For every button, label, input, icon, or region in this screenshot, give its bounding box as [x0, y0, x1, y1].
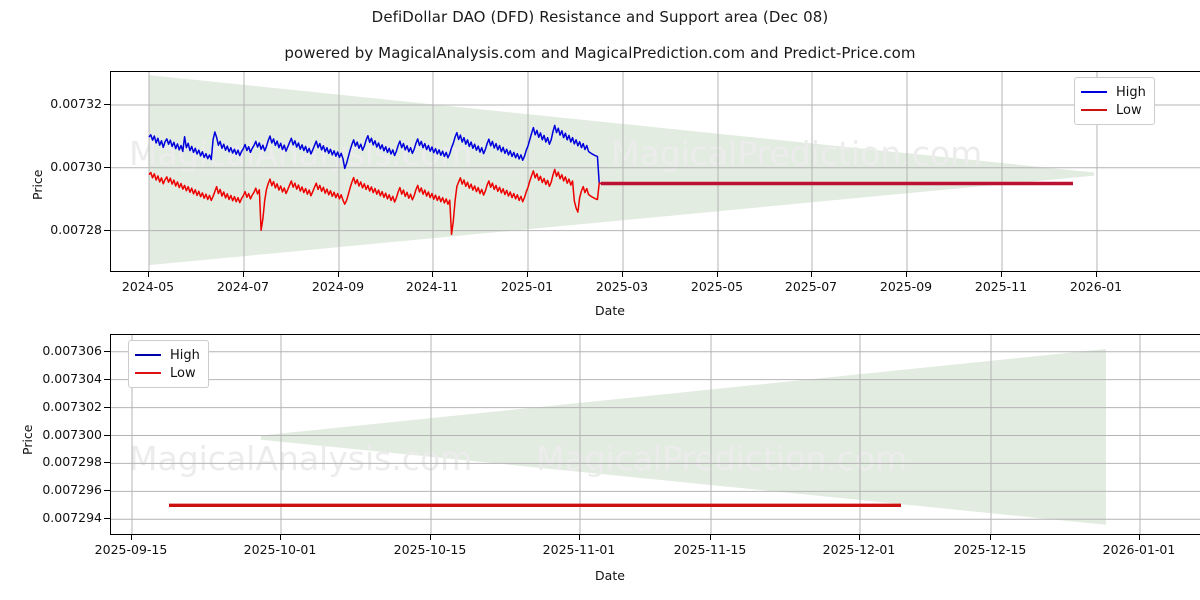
legend-item-low[interactable]: Low	[1081, 101, 1146, 119]
bottom-chart-y-tickmark	[104, 434, 110, 436]
bottom-chart-y-tickmark	[104, 462, 110, 464]
top-chart-x-tick: 2024-05	[121, 279, 175, 294]
top-chart-x-tickmark	[338, 272, 339, 277]
top-chart-x-tickmark	[148, 272, 149, 277]
top-chart-y-axis-label: Price	[30, 169, 45, 201]
top-chart-x-tick: 2025-05	[690, 279, 744, 294]
legend-swatch-low-icon	[135, 372, 161, 374]
top-chart-x-tick: 2025-09	[879, 279, 933, 294]
bottom-chart-x-tickmark	[430, 535, 431, 540]
top-chart-x-tick: 2025-11	[974, 279, 1028, 294]
top-chart-x-tickmark	[1001, 272, 1002, 277]
legend-swatch-high-icon	[135, 354, 161, 356]
bottom-chart-y-tick: 0.007296	[42, 482, 102, 498]
bottom-chart-x-tickmark	[579, 535, 580, 540]
svg-text:MagicalPrediction.com: MagicalPrediction.com	[536, 439, 907, 478]
legend-label-high: High	[1116, 84, 1146, 100]
bottom-chart-legend[interactable]: High Low	[128, 340, 209, 388]
top-chart-x-axis-label: Date	[595, 303, 625, 318]
top-chart-x-tick: 2024-07	[216, 279, 270, 294]
bottom-chart-x-tick: 2025-11-15	[673, 542, 747, 557]
bottom-chart-y-tick: 0.007306	[42, 342, 102, 358]
bottom-chart-x-tickmark	[710, 535, 711, 540]
top-chart-x-tick: 2025-03	[595, 279, 649, 294]
top-chart-x-tickmark	[717, 272, 718, 277]
top-chart-y-tick: 0.00730	[50, 158, 102, 174]
top-chart-y-tickmark	[104, 166, 110, 168]
bottom-chart-x-tickmark	[859, 535, 860, 540]
svg-text:MagicalAnalysis.com: MagicalAnalysis.com	[129, 134, 472, 173]
top-chart-x-tick: 2025-01	[500, 279, 554, 294]
top-chart-x-tick: 2024-11	[405, 279, 459, 294]
bottom-chart-x-tick: 2026-01-01	[1102, 542, 1176, 557]
bottom-chart-x-tick: 2025-09-15	[94, 542, 168, 557]
legend-label-high: High	[170, 347, 200, 363]
top-chart-x-tick: 2025-07	[784, 279, 838, 294]
bottom-chart-y-tick: 0.007304	[42, 370, 102, 386]
top-chart-y-tickmark	[104, 229, 110, 231]
legend-item-high[interactable]: High	[135, 346, 200, 364]
page-subtitle: powered by MagicalAnalysis.com and Magic…	[284, 44, 916, 62]
bottom-chart-y-tick: 0.007302	[42, 398, 102, 414]
bottom-chart-x-tick: 2025-10-15	[393, 542, 467, 557]
legend-item-low[interactable]: Low	[135, 364, 200, 382]
bottom-chart-x-tick: 2025-12-15	[953, 542, 1027, 557]
top-chart-panel: Price MagicalAnalysis.com MagicalPredicti…	[30, 71, 1200, 318]
bottom-chart-y-tickmark	[104, 350, 110, 352]
legend-label-low: Low	[1116, 102, 1142, 118]
bottom-chart-x-tickmark	[131, 535, 132, 540]
top-chart-x-tickmark	[432, 272, 433, 277]
top-chart-x-tickmark	[1096, 272, 1097, 277]
top-chart-x-tickmark	[527, 272, 528, 277]
bottom-chart-plot-area: MagicalAnalysis.com MagicalPrediction.com	[110, 334, 1200, 535]
top-chart-x-tick: 2024-09	[311, 279, 365, 294]
legend-label-low: Low	[170, 365, 196, 381]
top-chart-x-tickmark	[811, 272, 812, 277]
bottom-chart-x-tick: 2025-11-01	[542, 542, 616, 557]
top-chart-y-tickmark	[104, 103, 110, 105]
legend-swatch-low-icon	[1081, 109, 1107, 111]
top-chart-y-tick: 0.00728	[50, 221, 102, 237]
bottom-chart-x-tickmark	[990, 535, 991, 540]
bottom-chart-x-axis-label: Date	[595, 568, 625, 583]
top-chart-x-tickmark	[243, 272, 244, 277]
bottom-chart-x-tick: 2025-10-01	[243, 542, 317, 557]
legend-swatch-high-icon	[1081, 91, 1107, 93]
top-chart-legend[interactable]: High Low	[1074, 77, 1155, 125]
bottom-chart-y-tickmark	[104, 518, 110, 520]
legend-item-high[interactable]: High	[1081, 83, 1146, 101]
top-chart-plot-area: MagicalAnalysis.com MagicalPrediction.com	[110, 71, 1200, 272]
bottom-chart-y-tick: 0.007300	[42, 426, 102, 442]
bottom-chart-y-tickmark	[104, 490, 110, 492]
bottom-chart-x-tick: 2025-12-01	[822, 542, 896, 557]
svg-text:MagicalPrediction.com: MagicalPrediction.com	[611, 134, 982, 173]
bottom-chart-y-tickmark	[104, 378, 110, 380]
bottom-chart-x-tickmark	[1139, 535, 1140, 540]
top-chart-x-tickmark	[906, 272, 907, 277]
top-chart-y-tick: 0.00732	[50, 95, 102, 111]
page-title: DefiDollar DAO (DFD) Resistance and Supp…	[371, 8, 829, 26]
bottom-chart-panel: Price MagicalAnalysis.com MagicalPredicti…	[0, 320, 1200, 600]
svg-text:MagicalAnalysis.com: MagicalAnalysis.com	[129, 439, 472, 478]
bottom-chart-y-tick: 0.007294	[42, 510, 102, 526]
top-chart-x-tickmark	[622, 272, 623, 277]
bottom-chart-y-tick: 0.007298	[42, 454, 102, 470]
bottom-chart-x-tickmark	[280, 535, 281, 540]
bottom-chart-y-tickmark	[104, 406, 110, 408]
top-chart-x-tick: 2026-01	[1069, 279, 1123, 294]
